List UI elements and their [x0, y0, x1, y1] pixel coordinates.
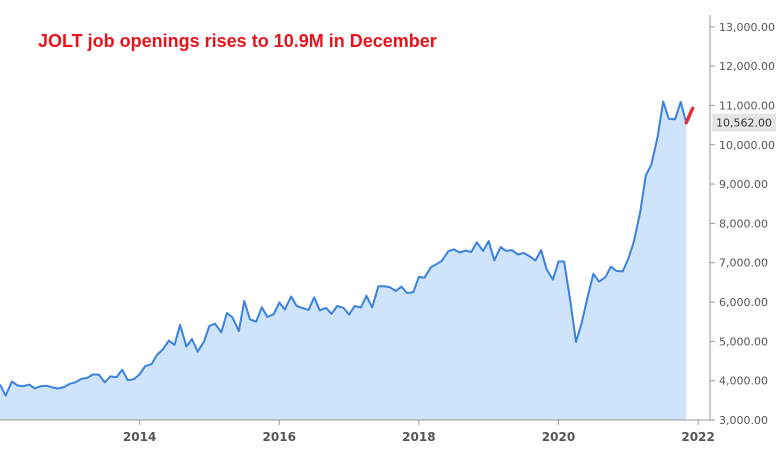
x-tick-label: 2020: [542, 430, 575, 444]
y-tick-label: 12,000.00: [719, 60, 775, 73]
y-tick-label: 10,000.00: [719, 139, 775, 152]
x-axis-ticks: 2014 2016 2018 2020 2022: [123, 420, 715, 444]
y-tick-label: 8,000.00: [719, 217, 768, 230]
last-value-label: 10,562.00: [716, 117, 772, 130]
y-tick-label: 4,000.00: [719, 375, 768, 388]
x-tick-label: 2016: [263, 430, 296, 444]
chart-title: JOLT job openings rises to 10.9M in Dece…: [38, 31, 437, 51]
y-tick-label: 11,000.00: [719, 99, 775, 112]
series-line: [0, 100, 688, 397]
y-tick-label: 13,000.00: [719, 21, 775, 34]
y-axis-ticks: 3,000.00 4,000.00 5,000.00 6,000.00 7,000.00…: [710, 21, 775, 427]
y-tick-label: 3,000.00: [719, 414, 768, 427]
series-area-fill: [0, 101, 687, 420]
last-value-marker: 10,562.00: [712, 113, 776, 132]
y-tick-label: 7,000.00: [719, 257, 768, 270]
y-tick-label: 9,000.00: [719, 178, 768, 191]
x-tick-label: 2014: [123, 430, 156, 444]
y-tick-label: 5,000.00: [719, 335, 768, 348]
plot-area: [0, 100, 695, 420]
latest-value-highlight-line: [684, 106, 695, 125]
last-value-label-background: [712, 113, 776, 132]
y-tick-label: 6,000.00: [719, 296, 768, 309]
x-tick-label: 2022: [681, 430, 714, 444]
x-tick-label: 2018: [402, 430, 435, 444]
